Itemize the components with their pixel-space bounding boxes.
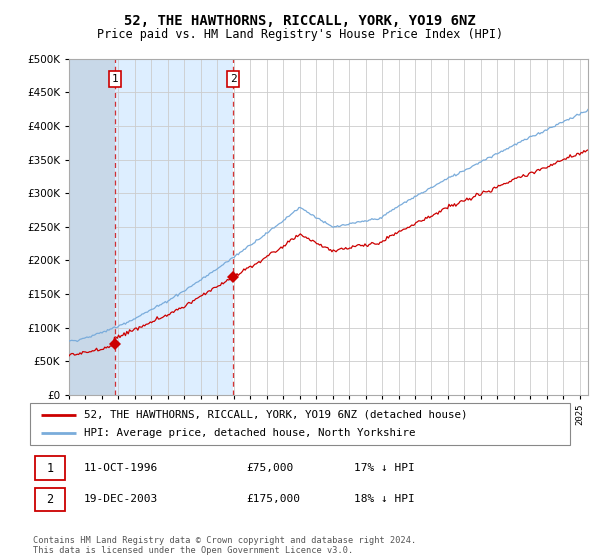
FancyBboxPatch shape — [30, 403, 570, 445]
Text: 2: 2 — [46, 493, 53, 506]
Text: £175,000: £175,000 — [246, 494, 300, 505]
Text: 1: 1 — [46, 461, 53, 474]
Text: 19-DEC-2003: 19-DEC-2003 — [84, 494, 158, 505]
Text: 2: 2 — [230, 74, 236, 84]
Text: This data is licensed under the Open Government Licence v3.0.: This data is licensed under the Open Gov… — [33, 545, 353, 555]
Text: 11-OCT-1996: 11-OCT-1996 — [84, 463, 158, 473]
Bar — [69, 59, 115, 395]
Text: 18% ↓ HPI: 18% ↓ HPI — [354, 494, 415, 505]
Text: HPI: Average price, detached house, North Yorkshire: HPI: Average price, detached house, Nort… — [84, 428, 415, 438]
Text: 52, THE HAWTHORNS, RICCALL, YORK, YO19 6NZ: 52, THE HAWTHORNS, RICCALL, YORK, YO19 6… — [124, 14, 476, 28]
Text: 17% ↓ HPI: 17% ↓ HPI — [354, 463, 415, 473]
FancyBboxPatch shape — [35, 488, 65, 511]
FancyBboxPatch shape — [35, 456, 65, 480]
Bar — [69, 59, 233, 395]
Text: 1: 1 — [112, 74, 118, 84]
Text: 52, THE HAWTHORNS, RICCALL, YORK, YO19 6NZ (detached house): 52, THE HAWTHORNS, RICCALL, YORK, YO19 6… — [84, 410, 467, 420]
Text: £75,000: £75,000 — [246, 463, 293, 473]
Text: Price paid vs. HM Land Registry's House Price Index (HPI): Price paid vs. HM Land Registry's House … — [97, 28, 503, 41]
Text: Contains HM Land Registry data © Crown copyright and database right 2024.: Contains HM Land Registry data © Crown c… — [33, 536, 416, 545]
